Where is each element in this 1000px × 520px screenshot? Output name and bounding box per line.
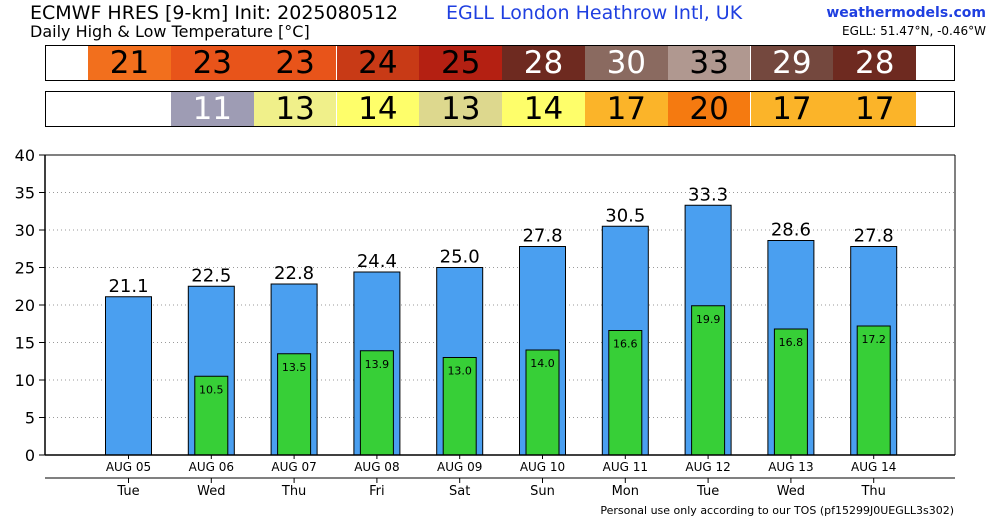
high-temp-strip: 21 23 23 24 25 28 30 33 29 28 [45,45,955,81]
date-label: AUG 07 [271,460,316,474]
high-value-label: 27.8 [854,226,894,247]
low-strip-cell: 11 [170,92,254,126]
low-strip-cell: 13 [419,92,503,126]
high-strip-cell: 21 [88,46,171,80]
low-strip-cell: 17 [833,92,917,126]
high-strip-cell: 30 [584,46,668,80]
high-value-label: 28.6 [771,220,811,241]
date-label: AUG 11 [603,460,648,474]
y-tick-label: 20 [15,296,35,315]
high-value-label: 22.5 [191,265,231,286]
high-strip-cell: 23 [253,46,337,80]
high-strip-cell: 24 [336,46,420,80]
low-value-label: 14.0 [530,357,555,370]
low-strip-cell: 14 [336,92,420,126]
low-value-label: 17.2 [861,333,886,346]
y-tick-label: 15 [15,334,35,353]
low-value-label: 13.9 [365,358,390,371]
weekday-label: Thu [281,484,306,499]
high-bar [105,296,152,456]
low-value-label: 10.5 [199,383,224,396]
y-tick-label: 5 [25,409,35,428]
date-label: AUG 06 [189,460,234,474]
low-value-label: 19.9 [696,313,721,326]
date-label: AUG 09 [437,460,482,474]
high-strip-cell: 28 [833,46,917,80]
low-strip-cell: 17 [584,92,668,126]
low-value-label: 16.6 [613,338,638,351]
weekday-label: Wed [777,484,805,499]
footer-note: Personal use only according to our TOS (… [600,504,954,517]
y-tick-label: 0 [25,446,35,465]
high-strip-cell: 33 [667,46,751,80]
high-value-label: 22.8 [274,263,314,284]
y-tick-label: 30 [15,221,35,240]
high-strip-cell: 28 [502,46,585,80]
weekday-label: Thu [860,484,885,499]
low-strip-cell: 17 [750,92,834,126]
weekday-label: Mon [612,484,639,499]
weekday-label: Fri [369,484,385,499]
weekday-label: Wed [197,484,225,499]
weekday-label: Tue [696,484,719,499]
low-value-label: 13.5 [282,361,307,374]
y-tick-label: 25 [15,259,35,278]
high-strip-cell: 29 [750,46,834,80]
date-label: AUG 14 [851,460,896,474]
high-value-label: 24.4 [357,251,397,272]
date-label: AUG 10 [520,460,565,474]
high-value-label: 25.0 [440,247,480,268]
site-link[interactable]: weathermodels.com [826,5,986,21]
low-strip-cell: 14 [502,92,585,126]
date-label: AUG 05 [106,460,151,474]
low-bar [691,305,726,456]
station-coords: EGLL: 51.47°N, -0.46°W [842,24,986,38]
low-bar [525,349,560,456]
y-tick-label: 35 [15,184,35,203]
high-strip-cell: 23 [170,46,254,80]
model-title: ECMWF HRES [9-km] Init: 2025080512 [30,2,399,24]
low-bar [773,328,808,456]
low-bar [194,375,229,456]
low-temp-strip: 11 13 14 13 14 17 20 17 17 [45,91,955,127]
date-label: AUG 13 [768,460,813,474]
y-tick-label: 40 [15,146,35,165]
high-strip-cell: 25 [419,46,503,80]
low-value-label: 16.8 [779,336,804,349]
weekday-label: Tue [116,484,139,499]
weekday-label: Sun [530,484,555,499]
low-strip-cell: 20 [667,92,751,126]
low-strip-cell: 13 [253,92,337,126]
y-tick-label: 10 [15,371,35,390]
date-label: AUG 08 [354,460,399,474]
date-label: AUG 12 [685,460,730,474]
high-value-label: 27.8 [522,226,562,247]
low-value-label: 13.0 [447,365,472,378]
low-bar [442,357,477,456]
station-name: EGLL London Heathrow Intl, UK [446,2,743,24]
weekday-label: Sat [449,484,470,499]
low-bar [359,350,394,456]
high-value-label: 30.5 [605,205,645,226]
high-value-label: 21.1 [108,276,148,297]
high-value-label: 33.3 [688,184,728,205]
chart-subtitle: Daily High & Low Temperature [°C] [30,22,310,41]
